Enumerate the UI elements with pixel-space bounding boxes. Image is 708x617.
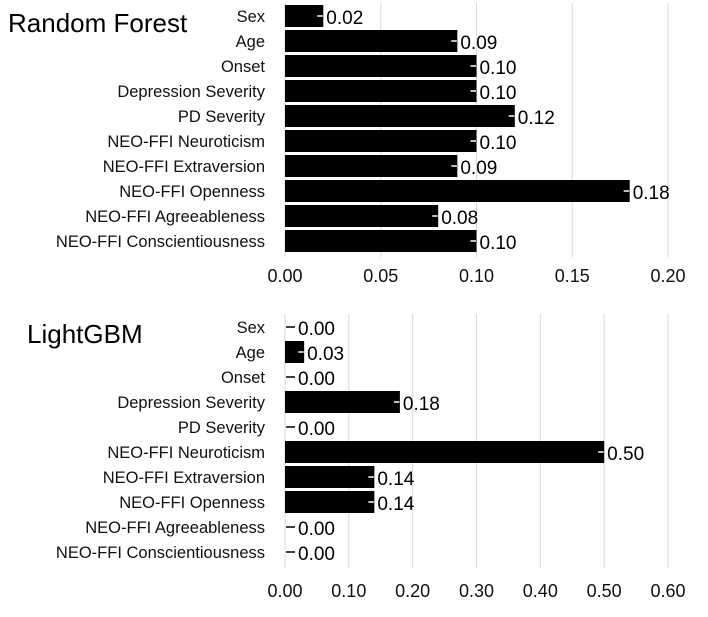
data-label: 0.00 [298,419,335,440]
category-label: Age [236,344,265,362]
data-label: 0.09 [460,33,497,54]
bar [285,466,375,488]
bar [285,341,305,363]
x-tick-label: 0.30 [459,581,494,601]
lightgbm-panel: LightGBM Sex 0.00 Age 0.03 Onset 0.00 Depressio… [27,314,686,601]
panel-title: LightGBM [27,319,143,349]
category-label: Sex [237,319,266,337]
category-label: Sex [237,8,266,26]
category-label: Age [236,33,265,51]
x-tick-label: 0.50 [587,581,622,601]
x-tick-label: 0.60 [650,581,685,601]
data-label: 0.10 [480,233,517,254]
data-label: 0.12 [518,108,555,129]
bar [285,155,458,177]
data-label: 0.08 [441,208,478,229]
bar [285,105,515,127]
x-tick-label: 0.20 [395,581,430,601]
category-label: NEO-FFI Agreeableness [85,519,265,537]
data-label: 0.00 [298,519,335,540]
data-label: 0.14 [377,494,414,515]
bar [285,441,605,463]
data-label: 0.14 [377,469,414,490]
bar [285,55,477,77]
x-tick-label: 0.40 [523,581,558,601]
category-label: NEO-FFI Extraversion [103,469,265,487]
data-label: 0.00 [298,319,335,340]
bar [285,5,324,27]
category-label: NEO-FFI Neuroticism [107,444,265,462]
category-label: Depression Severity [117,83,265,101]
data-label: 0.03 [307,344,344,365]
category-label: NEO-FFI Conscientiousness [56,233,265,251]
category-label: NEO-FFI Neuroticism [107,133,265,151]
bar [285,80,477,102]
bar [285,130,477,152]
data-label: 0.00 [298,369,335,390]
bar [285,180,630,202]
panel-title: Random Forest [8,8,188,38]
data-label: 0.10 [480,133,517,154]
category-label: PD Severity [178,108,266,126]
category-label: Onset [221,58,265,76]
category-label: NEO-FFI Agreeableness [85,208,265,226]
bar [285,491,375,513]
category-label: NEO-FFI Conscientiousness [56,544,265,562]
data-label: 0.18 [633,183,670,204]
category-label: Onset [221,369,265,387]
random-forest-panel: Random Forest Sex 0.02 Age 0.09 Onset 0.10 Depr… [8,3,686,286]
category-label: Depression Severity [117,394,265,412]
bar [285,391,400,413]
category-label: PD Severity [178,419,266,437]
x-tick-label: 0.00 [267,266,302,286]
bar [285,205,439,227]
data-label: 0.09 [460,158,497,179]
data-label: 0.10 [480,83,517,104]
x-tick-label: 0.20 [650,266,685,286]
x-tick-label: 0.10 [331,581,366,601]
x-tick-label: 0.05 [363,266,398,286]
data-label: 0.00 [298,544,335,565]
data-label: 0.18 [403,394,440,415]
data-label: 0.50 [607,444,644,465]
data-label: 0.10 [480,58,517,79]
x-tick-label: 0.10 [459,266,494,286]
category-label: NEO-FFI Extraversion [103,158,265,176]
x-tick-label: 0.00 [267,581,302,601]
bar [285,230,477,252]
x-tick-label: 0.15 [555,266,590,286]
category-label: NEO-FFI Openness [119,494,265,512]
category-label: NEO-FFI Openness [119,183,265,201]
data-label: 0.02 [326,8,363,29]
bar [285,30,458,52]
